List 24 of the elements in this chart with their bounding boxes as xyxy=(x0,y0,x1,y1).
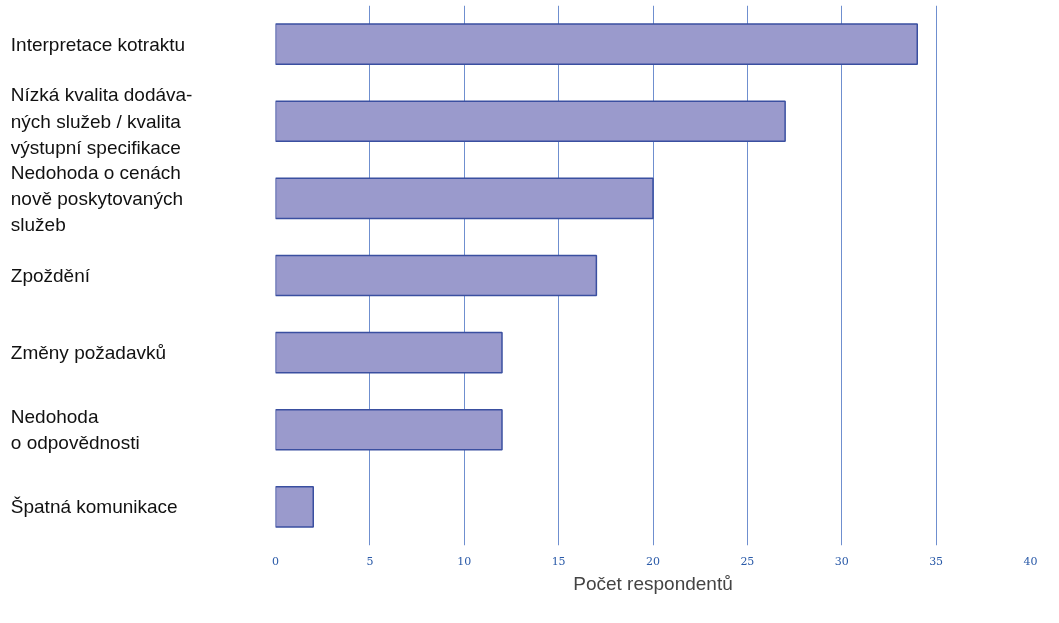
bar xyxy=(275,23,918,65)
x-tick-label: 25 xyxy=(740,554,755,568)
bar xyxy=(275,331,503,374)
x-tick-label: 15 xyxy=(551,554,566,568)
y-tick-label: Interpretace kotraktu xyxy=(10,33,186,55)
bar xyxy=(275,254,598,297)
bar xyxy=(275,177,654,220)
x-tick-label: 35 xyxy=(929,554,944,568)
y-tick-label: Zpoždění xyxy=(10,265,91,286)
y-tick-label: Změny požadavků xyxy=(10,342,167,364)
x-tick-label: 40 xyxy=(1023,554,1038,568)
y-tick-label: Špatná komunikace xyxy=(10,496,178,518)
bar xyxy=(275,486,314,528)
bar xyxy=(275,100,786,143)
bar xyxy=(275,408,503,451)
x-axis-title: Počet respondentů xyxy=(573,572,733,594)
x-tick-label: 30 xyxy=(834,554,849,568)
x-tick-label: 0 xyxy=(272,554,279,568)
x-tick-label: 5 xyxy=(366,554,374,568)
x-tick-label: 20 xyxy=(646,554,660,568)
y-tick-label: Nedohoda o cenách nově poskytovaných služeb xyxy=(10,161,183,236)
x-tick-label: 10 xyxy=(457,554,472,568)
y-tick-label: Nízká kvalita dodáva- ných služeb / kvalita výstupní specifikace xyxy=(10,84,193,158)
y-tick-label: Nedohoda o odpovědnosti xyxy=(10,406,140,454)
